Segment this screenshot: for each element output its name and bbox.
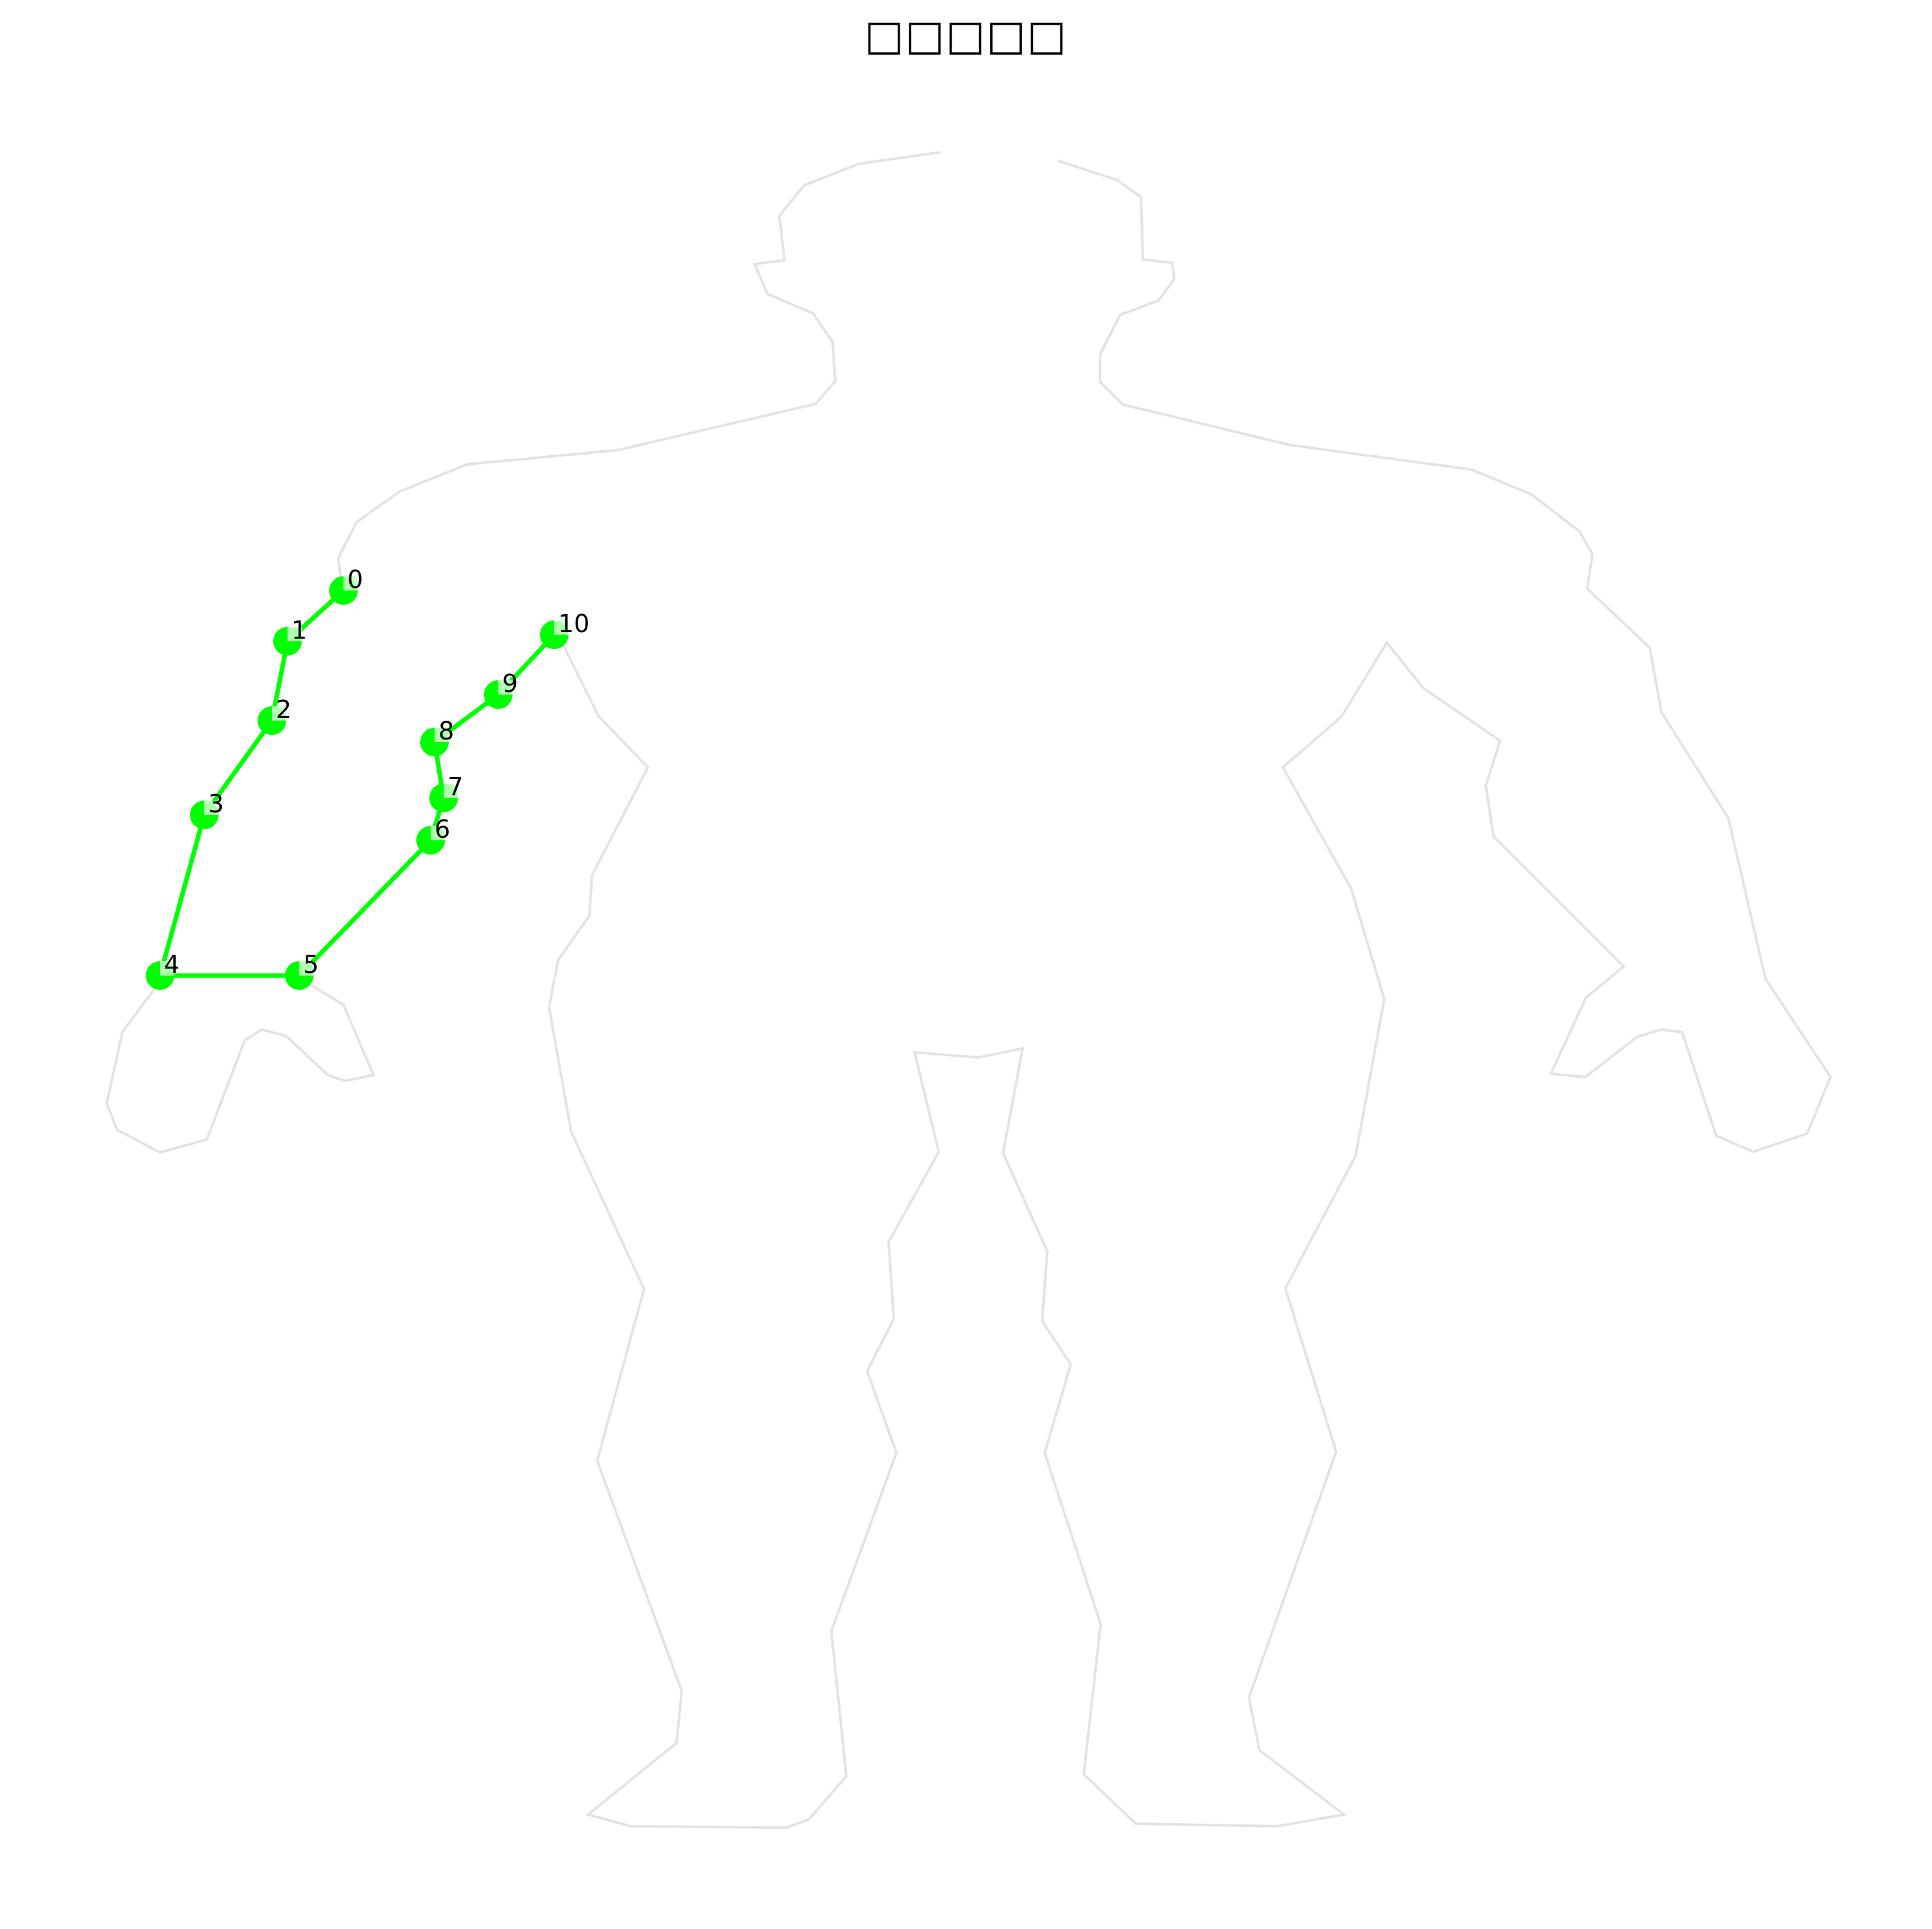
keypoint-label: 2 xyxy=(276,695,291,724)
skeleton-edges xyxy=(157,588,557,978)
keypoint-highlight xyxy=(288,627,302,641)
keypoint-4: 4 xyxy=(146,950,180,990)
keypoint-10: 10 xyxy=(540,609,589,649)
keypoint-highlight xyxy=(554,620,569,635)
keypoint-highlight xyxy=(343,576,358,591)
keypoint-label: 4 xyxy=(164,950,180,979)
keypoint-5: 5 xyxy=(285,950,319,990)
keypoint-label: 0 xyxy=(347,565,363,594)
keypoint-2: 2 xyxy=(258,695,291,735)
skeleton-edge-5-6 xyxy=(297,838,433,978)
keypoint-0: 0 xyxy=(329,565,363,605)
keypoint-label: 9 xyxy=(502,669,518,698)
diagram-title: □□□□□ xyxy=(864,12,1068,60)
keypoint-label: 10 xyxy=(558,609,589,638)
body-silhouette xyxy=(105,978,375,1154)
keypoint-highlight xyxy=(431,826,445,840)
keypoint-highlight xyxy=(435,728,449,742)
keypoint-6: 6 xyxy=(416,815,450,855)
keypoint-label: 6 xyxy=(435,815,450,844)
keypoint-1: 1 xyxy=(273,616,307,656)
keypoint-highlight xyxy=(498,680,513,695)
keypoint-highlight xyxy=(160,961,174,976)
keypoint-highlight xyxy=(272,706,286,721)
keypoint-3: 3 xyxy=(190,790,224,829)
skeleton-keypoints: 0 1 2 3 4 5 6 7 8 9 10 xyxy=(146,565,589,990)
keypoint-label: 5 xyxy=(303,950,319,979)
keypoint-8: 8 xyxy=(420,717,454,756)
body-outline xyxy=(105,151,1832,1829)
skeleton-edge-2-3 xyxy=(202,718,275,818)
keypoint-highlight xyxy=(299,961,314,976)
keypoint-7: 7 xyxy=(429,773,463,812)
keypoint-label: 1 xyxy=(291,616,307,645)
body-silhouette xyxy=(336,151,941,589)
keypoint-highlight xyxy=(204,801,219,815)
keypoint-highlight xyxy=(444,784,458,798)
keypoint-label: 8 xyxy=(438,717,454,745)
skeleton-edge-3-4 xyxy=(157,812,207,978)
keypoint-9: 9 xyxy=(484,669,518,709)
keypoint-label: 3 xyxy=(208,790,224,818)
body-silhouette xyxy=(547,159,1832,1829)
keypoint-label: 7 xyxy=(448,773,463,801)
